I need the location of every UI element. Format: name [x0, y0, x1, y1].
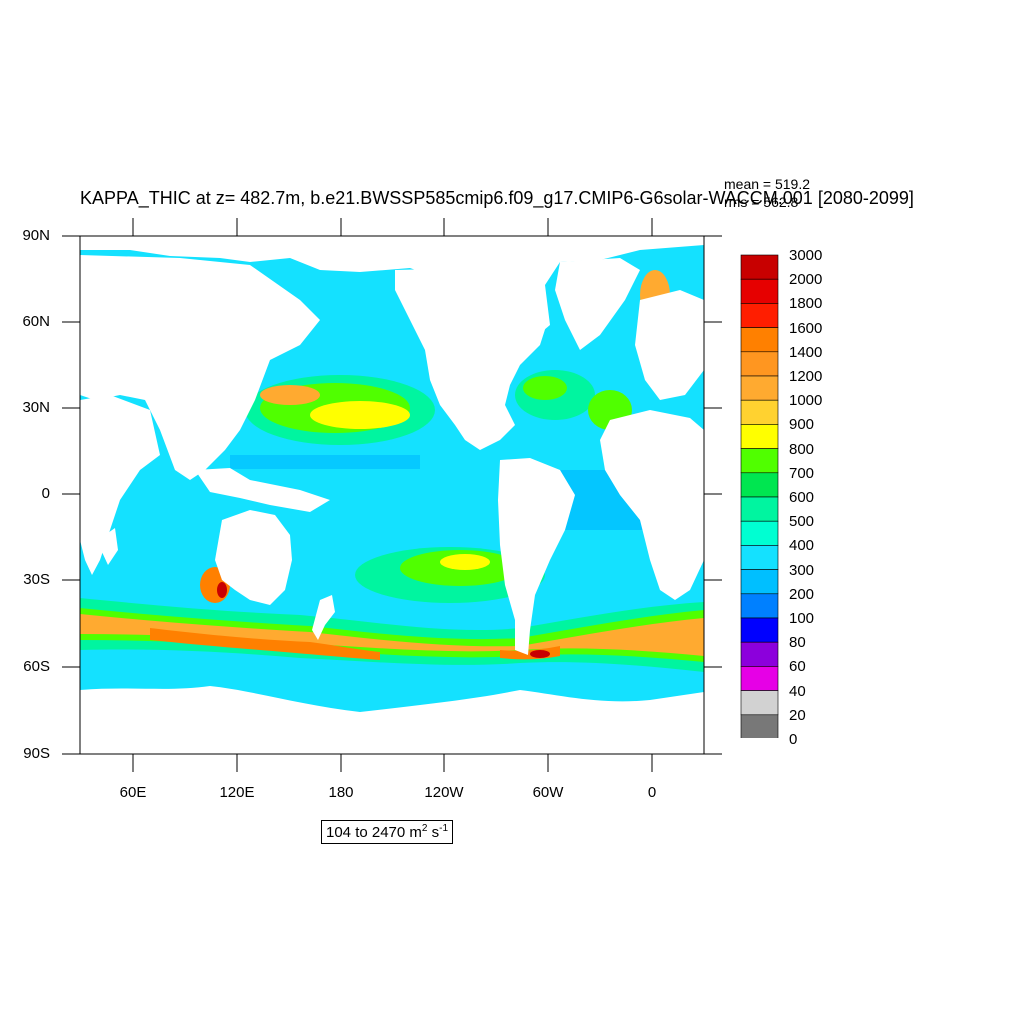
colorbar-box	[740, 666, 779, 691]
range-text: 104 to 2470 m	[326, 824, 422, 841]
colorbar-label: 1400	[789, 343, 823, 361]
lat-ticks	[62, 235, 722, 755]
lon-label: 120E	[219, 784, 255, 801]
lon-ticks	[132, 218, 653, 772]
range-label: 104 to 2470 m2 s-1	[321, 820, 454, 844]
colorbar-box	[740, 472, 779, 498]
colorbar-label: 3000	[789, 247, 823, 264]
range-mid: s	[427, 824, 440, 841]
spac-gyre-core	[440, 554, 490, 570]
agulhas-peak	[217, 582, 227, 598]
colorbar-label: 1800	[789, 295, 823, 313]
land-africa-east	[80, 395, 160, 575]
npac-gyre-core	[310, 401, 410, 429]
colorbar-box	[740, 641, 779, 667]
pac-tropical-band	[230, 455, 420, 469]
lat-label: 30N	[22, 399, 50, 416]
land-south-america	[498, 458, 575, 655]
colorbar-box	[740, 448, 779, 474]
colorbar-label: 40	[789, 682, 806, 700]
colorbar-box	[740, 303, 779, 328]
colorbar-label: 900	[789, 416, 815, 434]
lat-label: 60N	[22, 313, 50, 330]
land-antarctica	[80, 686, 704, 754]
mean-stat: mean = 519.2	[724, 176, 811, 192]
land-africa-west	[600, 410, 704, 600]
land-arctic-rim	[80, 236, 704, 360]
colorbar-box	[740, 617, 779, 643]
lat-label: 0	[41, 485, 50, 502]
colorbar-label: 1600	[789, 319, 823, 337]
natl-gyre-core	[523, 376, 567, 400]
land-australia	[215, 510, 292, 605]
colorbar-label: 1200	[789, 368, 823, 385]
colorbar-box	[740, 424, 779, 449]
lat-label: 90S	[23, 745, 50, 762]
colorbar-box	[740, 569, 779, 595]
land-europe	[635, 290, 704, 400]
land-greenland	[555, 258, 640, 350]
colorbar-box	[740, 278, 779, 304]
colorbar-box	[740, 351, 779, 377]
colorbar-box	[740, 714, 779, 738]
land-eurasia	[80, 255, 320, 480]
colorbar-label: 2000	[789, 271, 823, 289]
colorbar-box	[740, 327, 779, 353]
lat-label: 60S	[23, 658, 50, 675]
rms-stat: rms = 562.8	[724, 194, 799, 210]
kuroshio-hot	[260, 385, 320, 405]
colorbar-box	[740, 690, 779, 716]
colorbar-box	[740, 375, 779, 401]
lat-label: 30S	[23, 571, 50, 588]
colorbar-label: 400	[789, 537, 815, 555]
ocean-field	[80, 236, 704, 754]
land-maritime	[195, 468, 330, 512]
colorbar	[740, 254, 779, 738]
colorbar-label: 20	[789, 706, 806, 724]
colorbar-label: 60	[789, 658, 806, 676]
colorbar-label: 80	[789, 634, 806, 652]
lat-label: 90N	[22, 227, 50, 244]
map-frame	[79, 235, 705, 755]
land-north-america	[395, 268, 548, 450]
land-new-zealand	[312, 595, 335, 640]
range-sup-1: 2	[421, 823, 428, 834]
lon-label: 180	[328, 784, 354, 801]
acc-core	[80, 614, 704, 656]
lon-label: 120W	[424, 784, 464, 801]
lon-label: 60E	[119, 784, 147, 801]
colorbar-box	[740, 593, 779, 619]
land-madagascar	[102, 528, 118, 565]
colorbar-label: 800	[789, 440, 815, 458]
colorbar-box	[740, 520, 779, 546]
colorbar-label: 0	[789, 731, 798, 748]
colorbar-box	[740, 254, 779, 280]
colorbar-box	[740, 545, 779, 570]
drake-peak	[530, 650, 550, 658]
colorbar-label: 300	[789, 561, 815, 579]
colorbar-label: 700	[789, 464, 815, 482]
colorbar-label: 100	[789, 610, 815, 627]
plot-title: KAPPA_THIC at z= 482.7m, b.e21.BWSSP585c…	[80, 188, 914, 208]
colorbar-label: 600	[789, 489, 815, 506]
range-sup-2: -1	[439, 823, 449, 834]
colorbar-label: 200	[789, 585, 815, 603]
colorbar-box	[740, 399, 779, 425]
acc-hot-indian	[150, 628, 380, 660]
colorbar-label: 500	[789, 513, 815, 531]
lon-label: 60W	[532, 784, 564, 801]
lon-label: 0	[647, 784, 657, 801]
colorbar-box	[740, 496, 779, 522]
colorbar-label: 1000	[789, 392, 823, 410]
